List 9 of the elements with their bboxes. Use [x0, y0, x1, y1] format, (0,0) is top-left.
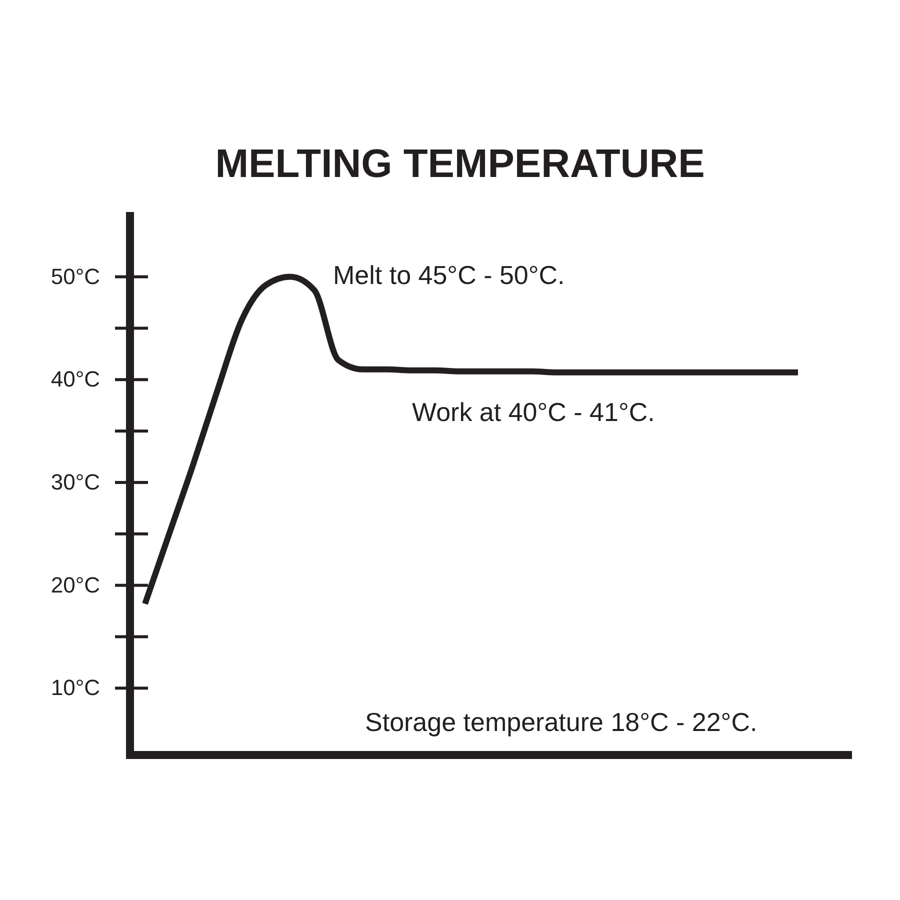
annotation: Storage temperature 18°C - 22°C.	[365, 707, 758, 737]
annotation: Work at 40°C - 41°C.	[412, 397, 655, 427]
y-tick-label: 20°C	[50, 572, 100, 598]
chart-title: MELTING TEMPERATURE	[215, 142, 705, 186]
y-tick-label: 30°C	[50, 470, 100, 495]
y-tick-label: 50°C	[50, 264, 100, 289]
annotation: Melt to 45°C - 50°C.	[333, 260, 565, 290]
y-tick-label: 10°C	[50, 675, 100, 700]
y-tick-label: 40°C	[50, 366, 100, 392]
